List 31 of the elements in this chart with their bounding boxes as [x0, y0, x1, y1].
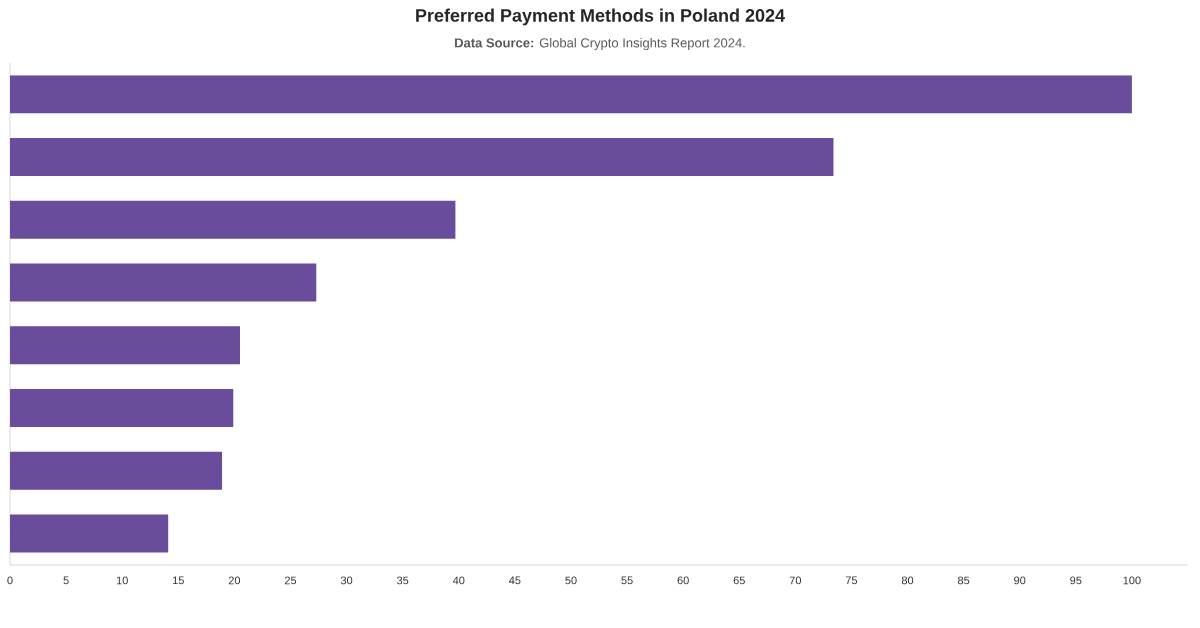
- bar: [10, 451, 223, 490]
- bar: [10, 326, 240, 365]
- x-tick-label: 85: [957, 576, 970, 585]
- x-tick-label: 25: [284, 576, 297, 585]
- chart-title: Preferred Payment Methods in Poland 2024: [416, 8, 785, 26]
- bar: [10, 263, 317, 302]
- x-tick-label: 0: [7, 576, 13, 585]
- bar: [10, 138, 834, 177]
- x-tick-label: 15: [173, 576, 184, 585]
- x-tick-label: 65: [733, 576, 745, 585]
- x-tick-label: 50: [565, 576, 577, 585]
- chart-subtitle: Data Source: Global Crypto Insights Report 2024.: [455, 37, 745, 51]
- bar: [10, 514, 169, 553]
- x-tick-label: 30: [340, 576, 353, 585]
- x-tick-label: 45: [509, 576, 521, 585]
- x-tick-label: 55: [621, 576, 633, 585]
- x-tick-label: 60: [677, 576, 689, 585]
- x-tick-label: 90: [1014, 576, 1026, 585]
- x-tick-label: 35: [396, 576, 409, 585]
- x-tick-label: 100: [1123, 576, 1141, 585]
- bar: [10, 389, 234, 428]
- x-tick-label: 10: [116, 576, 128, 585]
- bar: [10, 75, 1132, 114]
- x-tick-label: 75: [845, 576, 858, 585]
- x-tick-label: 70: [789, 576, 802, 585]
- x-tick-label: 5: [63, 576, 69, 585]
- bar: [10, 200, 456, 239]
- x-tick-label: 95: [1070, 576, 1082, 585]
- x-tick-label: 40: [452, 576, 465, 585]
- x-tick-label: 80: [901, 576, 914, 585]
- x-tick-label: 20: [228, 576, 241, 585]
